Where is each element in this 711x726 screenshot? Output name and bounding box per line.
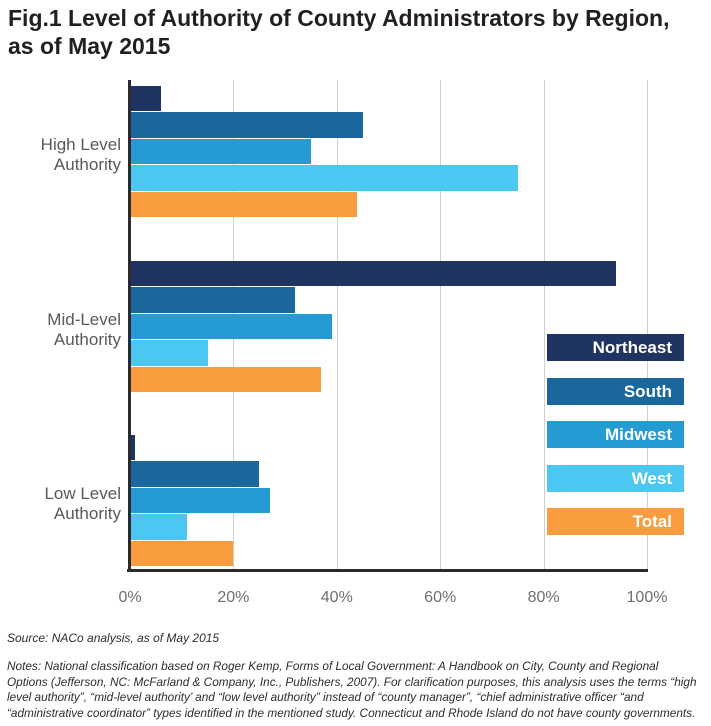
bar-total bbox=[130, 366, 322, 393]
tick-label-0%: 0% bbox=[118, 589, 142, 606]
legend-item-midwest: Midwest bbox=[547, 421, 684, 448]
bar-group-3 bbox=[130, 435, 647, 567]
category-label-2: Mid-Level Authority bbox=[47, 310, 121, 349]
bar-northeast bbox=[130, 86, 162, 112]
tick-label-80%: 80% bbox=[527, 589, 560, 606]
chart-title: Fig.1 Level of Authority of County Admin… bbox=[8, 5, 670, 59]
plot-area bbox=[130, 80, 648, 570]
bar-midwest bbox=[130, 487, 270, 514]
legend-item-northeast: Northeast bbox=[547, 334, 684, 361]
gridline-100% bbox=[647, 80, 648, 570]
x-axis-line bbox=[127, 569, 648, 572]
legend-item-west: West bbox=[547, 464, 684, 492]
gridline-40% bbox=[336, 80, 338, 570]
bar-south bbox=[130, 461, 260, 487]
bar-northeast bbox=[130, 435, 136, 461]
bar-west bbox=[130, 514, 187, 540]
bar-south bbox=[130, 287, 296, 313]
bar-total bbox=[130, 540, 234, 567]
bar-group-2 bbox=[130, 261, 647, 393]
tick-label-40%: 40% bbox=[320, 589, 353, 606]
bar-west bbox=[130, 165, 518, 191]
legend-item-south: South bbox=[547, 377, 684, 405]
bar-group-1 bbox=[130, 86, 647, 218]
tick-label-20%: 20% bbox=[217, 589, 250, 606]
bar-midwest bbox=[130, 138, 311, 165]
category-label-3: Low Level Authority bbox=[44, 484, 121, 523]
bar-midwest bbox=[130, 313, 332, 340]
source-text: Source: NACo analysis, as of May 2015 bbox=[7, 631, 220, 645]
tick-label-100%: 100% bbox=[626, 589, 668, 606]
category-label-1: High Level Authority bbox=[40, 135, 121, 174]
bar-south bbox=[130, 112, 363, 138]
y-axis-line bbox=[128, 80, 131, 571]
bar-total bbox=[130, 191, 358, 218]
bar-northeast bbox=[130, 261, 616, 287]
notes-text: Notes: National classification based on … bbox=[7, 659, 697, 721]
legend-item-total: Total bbox=[547, 508, 684, 535]
gridline-80% bbox=[543, 80, 545, 570]
gridline-60% bbox=[440, 80, 442, 570]
bar-west bbox=[130, 340, 208, 366]
tick-label-60%: 60% bbox=[424, 589, 457, 606]
